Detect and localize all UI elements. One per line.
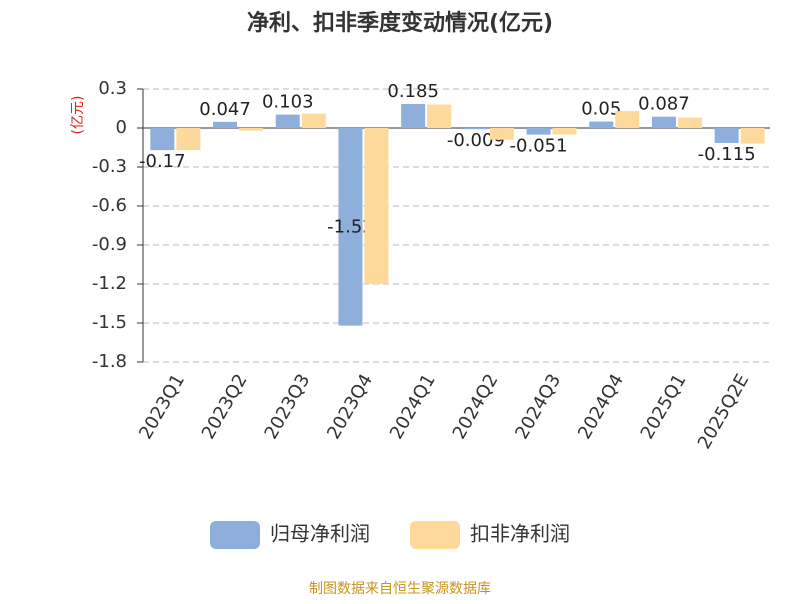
legend-swatch bbox=[410, 521, 460, 549]
data-label: -0.17 bbox=[139, 151, 186, 172]
y-tick-label: 0.3 bbox=[98, 78, 127, 99]
y-tick-label: -1.2 bbox=[92, 273, 127, 294]
source: 制图数据来自恒生聚源数据库 bbox=[309, 581, 491, 597]
bar bbox=[401, 103, 426, 128]
data-label: -0.051 bbox=[510, 136, 568, 157]
x-tick-label: 2023Q4 bbox=[323, 371, 377, 443]
data-label: 0.047 bbox=[199, 99, 251, 120]
bar bbox=[651, 116, 676, 128]
y-tick-label: -0.9 bbox=[92, 234, 127, 255]
y-axis-label: (亿元) bbox=[70, 96, 86, 135]
bar bbox=[714, 128, 739, 143]
bar bbox=[615, 111, 640, 128]
bar bbox=[364, 128, 389, 284]
x-tick-label: 2024Q4 bbox=[574, 371, 628, 443]
data-label: 0.05 bbox=[581, 99, 621, 120]
bar bbox=[589, 121, 614, 128]
bar bbox=[301, 113, 326, 128]
y-tick-label: -0.3 bbox=[92, 156, 127, 177]
data-label: -0.115 bbox=[698, 144, 756, 165]
bar bbox=[677, 117, 702, 128]
x-tick-label: 2024Q2 bbox=[449, 371, 503, 443]
x-tick-label: 2023Q1 bbox=[135, 371, 189, 443]
legend-swatch bbox=[210, 521, 260, 549]
data-label: 0.103 bbox=[262, 92, 314, 113]
legend-label: 归母净利润 bbox=[270, 522, 370, 546]
bar bbox=[275, 114, 300, 128]
data-label: 0.185 bbox=[387, 81, 439, 102]
data-label: -1.52 bbox=[327, 217, 374, 238]
bar bbox=[489, 128, 514, 140]
x-tick-label: 2024Q1 bbox=[386, 371, 440, 443]
bar bbox=[150, 128, 175, 151]
x-tick-label: 2025Q2E bbox=[694, 371, 754, 453]
x-tick-label: 2023Q2 bbox=[198, 371, 252, 443]
bar bbox=[239, 128, 264, 131]
bar bbox=[740, 128, 765, 144]
legend-label: 扣非净利润 bbox=[470, 522, 570, 546]
x-tick-label: 2023Q3 bbox=[261, 371, 315, 443]
chart-title: 净利、扣非季度变动情况(亿元) bbox=[247, 10, 553, 36]
y-tick-label: 0 bbox=[116, 117, 127, 138]
bar bbox=[213, 121, 238, 128]
x-tick-label: 2024Q3 bbox=[511, 371, 565, 443]
bar bbox=[338, 128, 363, 326]
y-tick-label: -0.6 bbox=[92, 195, 127, 216]
x-tick-label: 2025Q1 bbox=[637, 371, 691, 443]
bar bbox=[552, 128, 577, 135]
bar bbox=[526, 128, 551, 135]
y-tick-label: -1.8 bbox=[92, 351, 127, 372]
bar bbox=[463, 128, 488, 130]
data-label: 0.087 bbox=[638, 94, 690, 115]
y-tick-label: -1.5 bbox=[92, 312, 127, 333]
bar bbox=[427, 104, 452, 128]
bar bbox=[176, 128, 201, 151]
